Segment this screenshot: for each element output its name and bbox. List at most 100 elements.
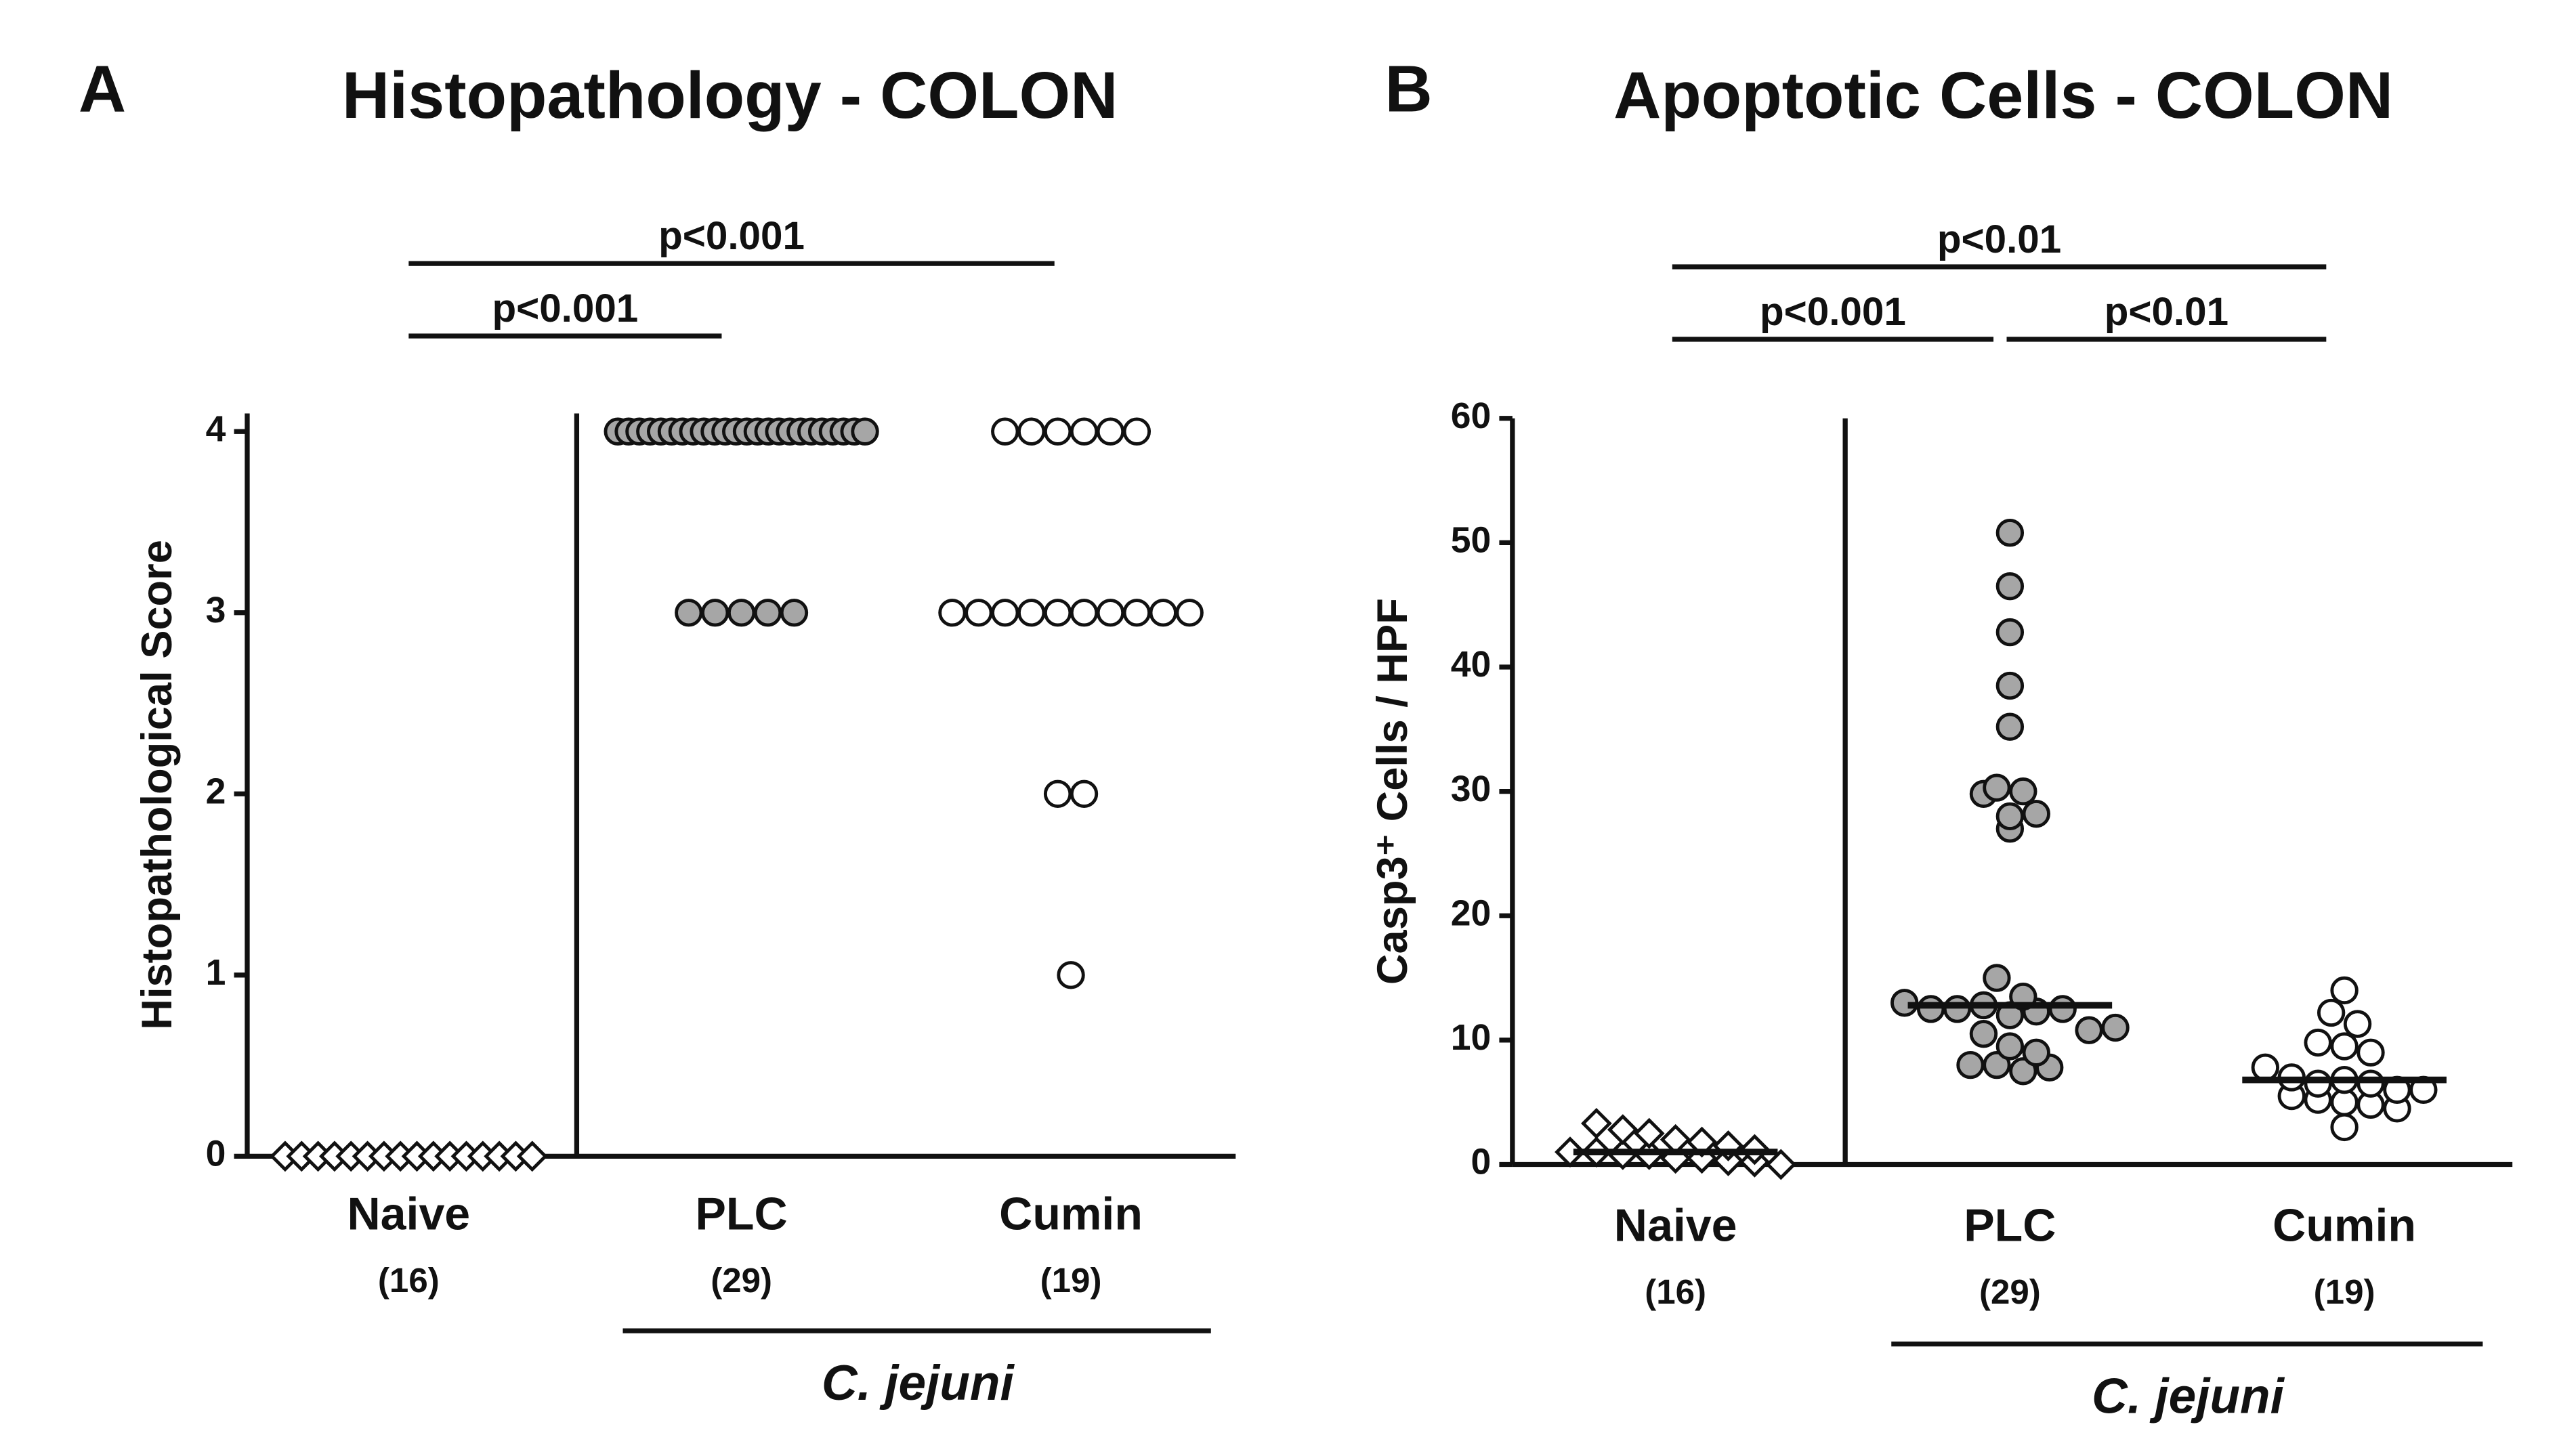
sample-size: (16) bbox=[378, 1261, 440, 1300]
data-point bbox=[938, 599, 967, 627]
data-point bbox=[1956, 1050, 1985, 1079]
y-tick-label: 30 bbox=[1451, 769, 1492, 809]
p-value: p<0.01 bbox=[1937, 217, 2061, 261]
data-point bbox=[2317, 998, 2346, 1027]
x-tick-label: Naive bbox=[347, 1188, 471, 1239]
data-point bbox=[701, 599, 730, 627]
data-point bbox=[675, 599, 703, 627]
sample-size: (29) bbox=[711, 1261, 772, 1300]
x-tick-label: PLC bbox=[1964, 1199, 2056, 1251]
data-point bbox=[1995, 1032, 2025, 1061]
chart-title: Apoptotic Cells - COLON bbox=[1613, 58, 2393, 132]
data-point bbox=[1043, 417, 1072, 446]
data-point bbox=[1096, 599, 1125, 627]
data-point bbox=[1057, 961, 1085, 989]
data-point bbox=[1581, 1108, 1612, 1139]
data-point bbox=[1175, 599, 1204, 627]
data-point bbox=[1983, 1050, 2011, 1079]
data-point bbox=[2022, 800, 2050, 828]
data-point bbox=[1995, 671, 2025, 700]
data-point bbox=[1043, 779, 1072, 808]
data-point bbox=[2022, 1038, 2050, 1067]
data-point bbox=[2330, 1113, 2359, 1142]
group-label: C. jejuni bbox=[822, 1356, 1015, 1411]
y-tick-label: 0 bbox=[206, 1134, 226, 1174]
data-point bbox=[1995, 802, 2025, 831]
data-point bbox=[1765, 1149, 1797, 1180]
data-point bbox=[2009, 1057, 2037, 1086]
p-value: p<0.001 bbox=[492, 286, 638, 330]
y-tick-label: 50 bbox=[1451, 521, 1492, 561]
data-point bbox=[2101, 1013, 2130, 1042]
data-point bbox=[1149, 599, 1177, 627]
data-point bbox=[1043, 599, 1072, 627]
data-point bbox=[1607, 1114, 1639, 1145]
data-point bbox=[1017, 599, 1046, 627]
data-point bbox=[2075, 1016, 2103, 1044]
data-point bbox=[2048, 995, 2077, 1023]
data-point bbox=[2330, 976, 2359, 1005]
panel-label: B bbox=[1385, 51, 1433, 125]
data-point bbox=[1096, 417, 1125, 446]
y-tick-label: 20 bbox=[1451, 893, 1492, 933]
y-tick-label: 4 bbox=[206, 409, 226, 449]
panel-label: A bbox=[79, 51, 126, 125]
data-point bbox=[516, 1140, 548, 1172]
data-point bbox=[2330, 1032, 2359, 1061]
y-tick-label: 60 bbox=[1451, 396, 1492, 436]
data-point bbox=[1983, 773, 2011, 802]
x-tick-label: PLC bbox=[696, 1188, 788, 1239]
data-point bbox=[753, 599, 782, 627]
p-value: p<0.001 bbox=[1760, 290, 1906, 334]
data-point bbox=[2009, 777, 2037, 806]
data-point bbox=[1995, 618, 2025, 647]
data-point bbox=[1943, 995, 1972, 1023]
chart-title: Histopathology - COLON bbox=[342, 58, 1118, 132]
data-point bbox=[991, 599, 1019, 627]
data-point bbox=[2357, 1038, 2385, 1067]
x-tick-label: Naive bbox=[1614, 1199, 1737, 1251]
data-point bbox=[1555, 1136, 1586, 1168]
data-point bbox=[1995, 519, 2025, 547]
data-point bbox=[1070, 779, 1099, 808]
sample-size: (16) bbox=[1645, 1272, 1706, 1311]
y-axis-label: Casp3⁺ Cells / HPF bbox=[1369, 598, 1416, 985]
data-point bbox=[1995, 712, 2025, 741]
p-value: p<0.001 bbox=[658, 214, 805, 258]
p-value: p<0.01 bbox=[2105, 290, 2228, 334]
data-point bbox=[1122, 599, 1151, 627]
data-point bbox=[1983, 964, 2011, 992]
y-tick-label: 2 bbox=[206, 771, 226, 811]
data-point bbox=[2251, 1053, 2280, 1082]
data-point bbox=[1070, 417, 1099, 446]
data-point bbox=[965, 599, 993, 627]
data-point bbox=[1995, 572, 2025, 601]
y-tick-label: 3 bbox=[206, 591, 226, 630]
data-point bbox=[2304, 1028, 2332, 1057]
sample-size: (19) bbox=[1040, 1261, 1102, 1300]
group-label: C. jejuni bbox=[2092, 1369, 2285, 1424]
y-axis-label: Histopathological Score bbox=[133, 540, 181, 1030]
data-point bbox=[780, 599, 809, 627]
data-point bbox=[2304, 1069, 2332, 1098]
data-point bbox=[1969, 1020, 1998, 1048]
sample-size: (29) bbox=[1979, 1272, 2041, 1311]
data-point bbox=[1633, 1117, 1665, 1149]
x-tick-label: Cumin bbox=[999, 1188, 1143, 1239]
y-tick-label: 40 bbox=[1451, 645, 1492, 685]
y-tick-label: 0 bbox=[1471, 1142, 1491, 1182]
y-tick-label: 1 bbox=[206, 953, 226, 993]
data-point bbox=[1017, 417, 1046, 446]
data-point bbox=[1070, 599, 1099, 627]
sample-size: (19) bbox=[2314, 1272, 2375, 1311]
y-tick-label: 10 bbox=[1451, 1018, 1492, 1058]
data-point bbox=[2343, 1010, 2372, 1038]
data-point bbox=[1122, 417, 1151, 446]
data-point bbox=[991, 417, 1019, 446]
data-point bbox=[851, 417, 879, 446]
data-point bbox=[727, 599, 756, 627]
data-point bbox=[2357, 1069, 2385, 1098]
data-point bbox=[1916, 995, 1945, 1023]
